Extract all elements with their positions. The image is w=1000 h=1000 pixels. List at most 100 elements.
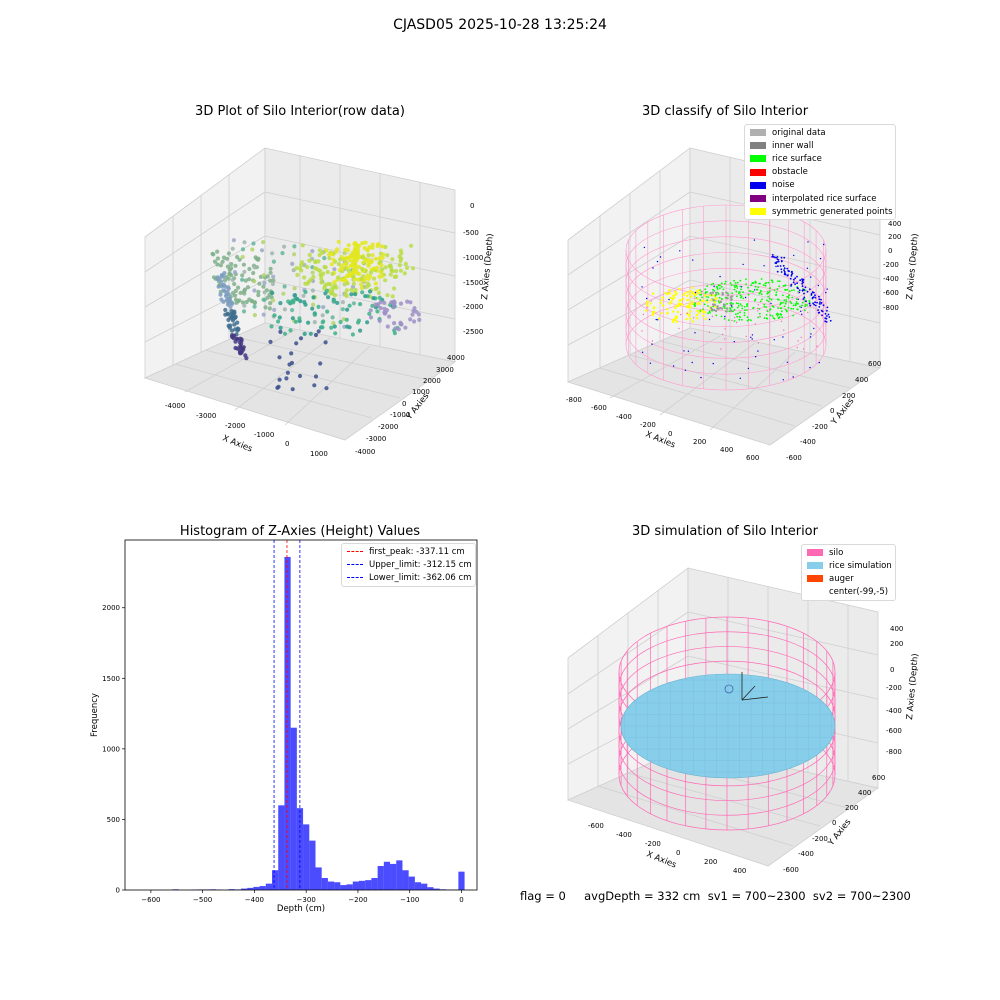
noise-point (809, 336, 812, 338)
raw-data-point (313, 259, 318, 264)
noise-point (687, 350, 690, 352)
raw-data-point (257, 281, 262, 286)
raw-data-point (340, 266, 345, 271)
raw-data-point (225, 256, 230, 261)
raw-data-point (224, 274, 229, 280)
raw-data-point (326, 295, 331, 300)
noise-point (731, 305, 733, 307)
classify-xtick: -800 (566, 396, 582, 404)
noise-point (824, 317, 827, 320)
noise-point (740, 286, 743, 288)
original-point (731, 319, 733, 322)
raw-data-point (229, 262, 234, 267)
raw-data-point (272, 307, 277, 312)
rice-surface-point (732, 302, 734, 305)
raw-data-point (356, 277, 361, 282)
rice-surface-point (791, 289, 793, 292)
rice-surface-point (754, 280, 757, 283)
raw-data-point (380, 255, 385, 260)
histogram-bar (390, 863, 397, 890)
noise-point (787, 274, 789, 276)
rice-surface-point (768, 297, 771, 300)
raw-data-point (234, 300, 239, 305)
noise-point (777, 260, 780, 263)
raw-data-point (261, 312, 266, 317)
histogram-bar (228, 889, 235, 890)
noise-point (821, 314, 823, 317)
raw-data-point (286, 299, 291, 304)
raw-data-point (348, 253, 353, 258)
rice-surface-point (764, 284, 767, 287)
rice-surface-point (722, 288, 725, 291)
symmetric-point (691, 302, 694, 306)
rice-surface-point (715, 314, 718, 317)
simulation-axis-ticks: -600 -400 -200 0 200 400 600 400 200 0 -… (588, 625, 903, 875)
simulation-xlabel: X Axies (645, 850, 678, 871)
raw-data-point (226, 286, 231, 291)
noise-point (792, 376, 794, 378)
raw-data-point (353, 287, 358, 293)
rice-surface-point (733, 279, 735, 282)
histogram-bar (309, 840, 316, 890)
noise-point (750, 336, 752, 338)
rice-surface-point (742, 291, 744, 294)
raw-xtick: -3000 (196, 412, 216, 420)
classify-ztick: 400 (888, 220, 901, 228)
raw-data-point (351, 301, 356, 306)
raw-data-point (240, 300, 246, 305)
symmetric-point (698, 291, 701, 294)
noise-point (724, 315, 726, 318)
raw-data-point (272, 313, 277, 318)
rice-surface-point (740, 295, 743, 298)
raw-data-point (373, 281, 378, 286)
raw-data-point (365, 273, 370, 278)
raw-data-point (362, 246, 367, 251)
raw-data-point (367, 289, 373, 294)
raw-xtick: -4000 (165, 402, 185, 410)
rice-surface-point (766, 292, 769, 295)
raw-data-point (268, 278, 273, 283)
noise-point (791, 270, 793, 273)
symmetric-point (646, 304, 649, 307)
symmetric-point (689, 306, 692, 309)
simulation-xtick: -600 (588, 822, 604, 830)
rice-surface-point (748, 290, 751, 292)
noise-point (776, 270, 779, 273)
rice-surface-point (731, 306, 733, 309)
raw-data-point (232, 322, 237, 327)
rice-surface-point (708, 310, 711, 313)
rice-surface-point (763, 317, 766, 319)
status-line: flag = 0 avgDepth = 332 cm sv1 = 700~230… (520, 889, 911, 903)
rice-surface-point (776, 314, 779, 317)
raw-data-point (357, 271, 362, 276)
raw-data-point (323, 265, 328, 270)
legend-swatch (807, 588, 823, 596)
raw-data-point (343, 261, 348, 267)
symmetric-point (689, 317, 692, 320)
raw-data-point (344, 317, 349, 322)
raw-data-point (236, 285, 241, 290)
rice-surface-point (769, 309, 771, 311)
raw-data-point (242, 303, 247, 308)
raw-ztick: -1000 (463, 254, 483, 262)
inner-wall-point (712, 308, 716, 312)
noise-point (828, 316, 831, 318)
raw-data-point (324, 248, 329, 253)
rice-surface-point (782, 301, 784, 304)
raw-data-point (370, 245, 375, 250)
raw-data-point (373, 256, 379, 261)
raw-data-point (383, 244, 388, 250)
rice-surface-point (739, 285, 742, 288)
noise-point (783, 270, 786, 273)
symmetric-point (672, 320, 675, 324)
raw-data-point (308, 331, 313, 336)
rice-surface-point (781, 310, 783, 313)
raw-data-point (329, 262, 334, 267)
noise-point (819, 257, 822, 260)
histogram-frame (124, 539, 478, 891)
raw-ztick: -2500 (463, 328, 483, 336)
rice-surface-point (746, 305, 748, 308)
symmetric-point (666, 308, 669, 311)
symmetric-point (668, 289, 671, 292)
symmetric-point (702, 299, 706, 302)
